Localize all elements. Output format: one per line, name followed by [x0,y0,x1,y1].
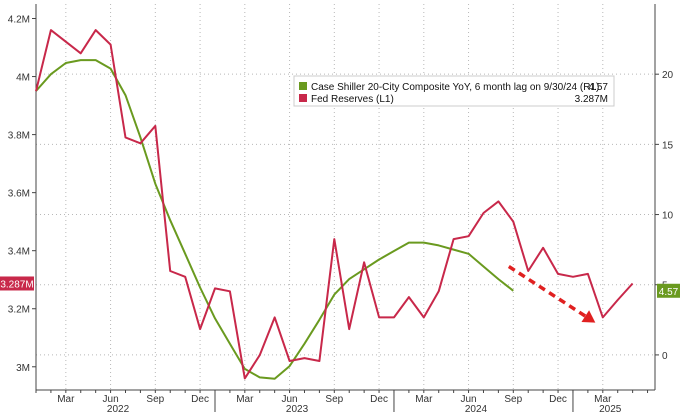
left-tick-label: 3.6M [8,189,30,200]
left-value-tag-label: 3.287M [0,279,33,290]
series-line-fed-reserves [35,29,634,380]
x-tick-label: Mar [594,394,612,405]
x-tick-label: Mar [236,394,254,405]
legend-box [293,75,615,107]
legend-swatch-case-shiller [299,82,307,90]
x-tick-label: Jun [460,394,476,405]
x-year-label: 2024 [465,404,488,413]
trend-arrow-shaft [507,265,587,318]
x-tick-label: Jun [282,394,298,405]
left-tick-label: 3.4M [8,247,30,258]
axes: 051015203M3.2M3.4M3.6M3.8M4M4.2MMarJunSe… [8,4,674,413]
series-line-case-shiller [35,59,514,380]
legend-value-case-shiller: 4.57 [589,82,609,93]
x-year-label: 2023 [286,404,309,413]
left-tick-label: 3.2M [8,305,30,316]
right-tick-label: 15 [662,140,674,151]
x-tick-label: Jun [103,394,119,405]
right-value-tag [657,283,680,298]
legend: Case Shiller 20-City Composite YoY, 6 mo… [293,75,615,107]
right-tick-label: 20 [662,70,674,81]
trend-arrow [507,265,596,323]
x-tick-label: Mar [57,394,75,405]
grid [36,4,655,390]
x-tick-label: Sep [146,394,164,405]
x-tick-label: Sep [504,394,522,405]
right-value-tag-label: 4.57 [659,287,679,298]
left-tick-label: 3M [16,363,30,374]
legend-label-fed-reserves: Fed Reserves (L1) [311,94,394,105]
left-value-tag [0,276,34,291]
legend-value-fed-reserves: 3.287M [575,94,608,105]
x-tick-label: Dec [549,394,567,405]
right-tick-label: 10 [662,211,674,222]
left-tick-label: 4M [16,73,30,84]
right-tick-label: 0 [662,351,668,362]
x-year-label: 2022 [107,404,130,413]
left-tick-label: 4.2M [8,15,30,26]
x-year-label: 2025 [599,404,622,413]
x-tick-label: Sep [325,394,343,405]
trend-arrow-head [581,310,596,323]
series-lines [35,29,634,380]
x-tick-label: Dec [370,394,388,405]
x-tick-label: Mar [415,394,433,405]
legend-swatch-fed-reserves [299,94,307,102]
axis-tags: 3.287M 4.57 [0,276,680,298]
left-tick-label: 3.8M [8,131,30,142]
legend-label-case-shiller: Case Shiller 20-City Composite YoY, 6 mo… [311,82,599,93]
x-tick-label: Dec [191,394,209,405]
